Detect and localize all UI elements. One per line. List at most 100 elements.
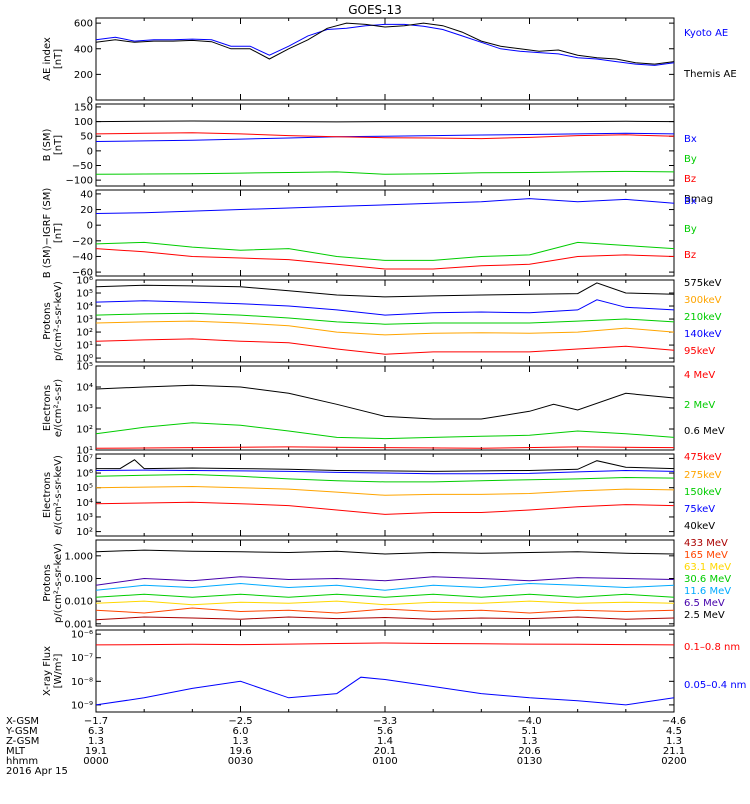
y-tick-label: 10⁶ bbox=[76, 276, 93, 287]
x-axis-value: 0000 bbox=[83, 756, 108, 767]
x-axis-value: −1.7 bbox=[84, 716, 108, 727]
series-line-electrons2-2 bbox=[95, 473, 675, 483]
panel-frame-protons2 bbox=[95, 539, 675, 627]
x-axis-row-label: MLT bbox=[6, 746, 26, 757]
series-line-electrons2-1 bbox=[95, 485, 675, 496]
y-tick-label: 10² bbox=[76, 527, 93, 538]
y-tick-label: 10² bbox=[76, 425, 93, 436]
panel-frame-electrons1 bbox=[95, 365, 675, 451]
legend-entry: 150keV bbox=[684, 487, 722, 498]
y-axis-label: [nT] bbox=[53, 135, 64, 155]
x-axis-value: −2.5 bbox=[228, 716, 252, 727]
legend-entry: Bx bbox=[684, 134, 697, 145]
y-tick-label: 10⁴ bbox=[76, 383, 93, 394]
x-axis-value: 19.1 bbox=[85, 746, 107, 757]
legend-entry: Bmag bbox=[684, 194, 713, 205]
x-axis-value: 20.6 bbox=[518, 746, 540, 757]
legend-entry: 6.5 MeV bbox=[684, 598, 725, 609]
x-axis-row-label: Z-GSM bbox=[6, 736, 39, 747]
series-line-protons1-2 bbox=[95, 312, 675, 325]
legend-entry: 210keV bbox=[684, 312, 722, 323]
series-line-bigrf-1 bbox=[95, 241, 675, 261]
series-line-protons2-2 bbox=[95, 600, 675, 606]
series-line-electrons2-3 bbox=[95, 469, 675, 475]
y-tick-label: 10¹ bbox=[76, 446, 93, 457]
y-tick-label: −40 bbox=[72, 252, 93, 263]
x-axis-value: 4.5 bbox=[666, 726, 682, 737]
series-line-protons2-0 bbox=[95, 616, 675, 621]
legend-entry: Bz bbox=[684, 174, 696, 185]
y-tick-label: 10⁻⁹ bbox=[71, 700, 93, 711]
y-tick-label: 10⁻⁶ bbox=[71, 630, 93, 641]
legend-entry: 0.05–0.4 nm bbox=[684, 680, 746, 691]
y-tick-label: 1.000 bbox=[64, 551, 93, 562]
series-line-protons2-3 bbox=[95, 593, 675, 598]
y-tick-label: 400 bbox=[74, 44, 93, 55]
y-tick-label: 10⁴ bbox=[76, 498, 93, 509]
series-line-electrons2-0 bbox=[95, 501, 675, 515]
series-line-electrons2-4 bbox=[96, 459, 675, 472]
date-label: 2016 Apr 15 bbox=[6, 766, 68, 777]
y-tick-label: 0 bbox=[87, 96, 93, 107]
series-line-bsm-2 bbox=[95, 132, 675, 140]
legend-entry: 433 MeV bbox=[684, 538, 728, 549]
y-tick-label: 10³ bbox=[76, 512, 93, 523]
legend-entry: 75keV bbox=[684, 504, 715, 515]
panel-frame-ae bbox=[95, 17, 675, 101]
x-axis-value: 19.6 bbox=[229, 746, 251, 757]
y-tick-label: 0.001 bbox=[64, 619, 93, 630]
x-axis-value: −4.6 bbox=[662, 716, 686, 727]
series-line-xray-1 bbox=[95, 676, 675, 706]
legend-entry: 63.1 MeV bbox=[684, 562, 731, 573]
legend-entry: By bbox=[684, 224, 697, 235]
y-axis-label: Protons bbox=[42, 564, 53, 601]
legend-entry: 30.6 MeV bbox=[684, 574, 731, 585]
y-tick-label: −60 bbox=[72, 268, 93, 279]
series-line-protons2-4 bbox=[95, 582, 675, 591]
series-line-bigrf-2 bbox=[95, 248, 675, 270]
y-axis-label: B (SM)−IGRF (SM) bbox=[42, 188, 53, 279]
x-axis-value: 1.3 bbox=[233, 736, 249, 747]
series-line-electrons1-0 bbox=[95, 446, 675, 449]
legend-entry: 0.1–0.8 nm bbox=[684, 642, 740, 653]
legend-entry: Bx bbox=[684, 196, 697, 207]
y-axis-label: Protons bbox=[42, 302, 53, 339]
x-axis-value: 6.3 bbox=[88, 726, 104, 737]
legend-entry: 40keV bbox=[684, 521, 715, 532]
x-axis-value: 1.4 bbox=[377, 736, 393, 747]
x-axis-value: −4.0 bbox=[517, 716, 541, 727]
legend-entry: 95keV bbox=[684, 346, 715, 357]
series-line-electrons1-2 bbox=[95, 384, 675, 420]
panel-frame-bigrf bbox=[95, 189, 675, 277]
y-tick-label: 10³ bbox=[76, 404, 93, 415]
legend-entry: 165 MeV bbox=[684, 550, 728, 561]
x-axis-value: 1.3 bbox=[522, 736, 538, 747]
legend-entry: Themis AE bbox=[683, 69, 737, 80]
y-axis-label: [nT] bbox=[53, 223, 64, 243]
x-axis-value: 0100 bbox=[372, 756, 397, 767]
x-axis-value: 20.1 bbox=[374, 746, 396, 757]
series-line-protons1-0 bbox=[95, 282, 675, 298]
series-line-bsm-1 bbox=[95, 170, 675, 175]
series-line-bigrf-0 bbox=[95, 198, 675, 214]
y-axis-label: [nT] bbox=[53, 49, 64, 69]
legend-entry: Bz bbox=[684, 250, 696, 261]
series-line-bsm-0 bbox=[95, 132, 675, 142]
y-tick-label: 10⁵ bbox=[76, 289, 93, 300]
series-line-electrons1-1 bbox=[95, 422, 675, 440]
chart-title: GOES-13 bbox=[348, 3, 402, 17]
y-axis-label: B (SM) bbox=[42, 128, 53, 161]
y-axis-label: [W/m²] bbox=[53, 653, 64, 688]
y-tick-label: 0 bbox=[87, 146, 93, 157]
y-tick-label: 100 bbox=[74, 117, 93, 128]
y-tick-label: 50 bbox=[80, 132, 93, 143]
legend-entry: By bbox=[684, 154, 697, 165]
panel-frame-xray bbox=[95, 629, 675, 713]
series-line-ae-1 bbox=[95, 22, 675, 65]
legend-entry: 275keV bbox=[684, 470, 722, 481]
y-tick-label: −50 bbox=[72, 161, 93, 172]
x-axis-row-label: X-GSM bbox=[6, 716, 39, 727]
y-tick-label: 0 bbox=[87, 221, 93, 232]
x-axis-value: −3.3 bbox=[373, 716, 397, 727]
